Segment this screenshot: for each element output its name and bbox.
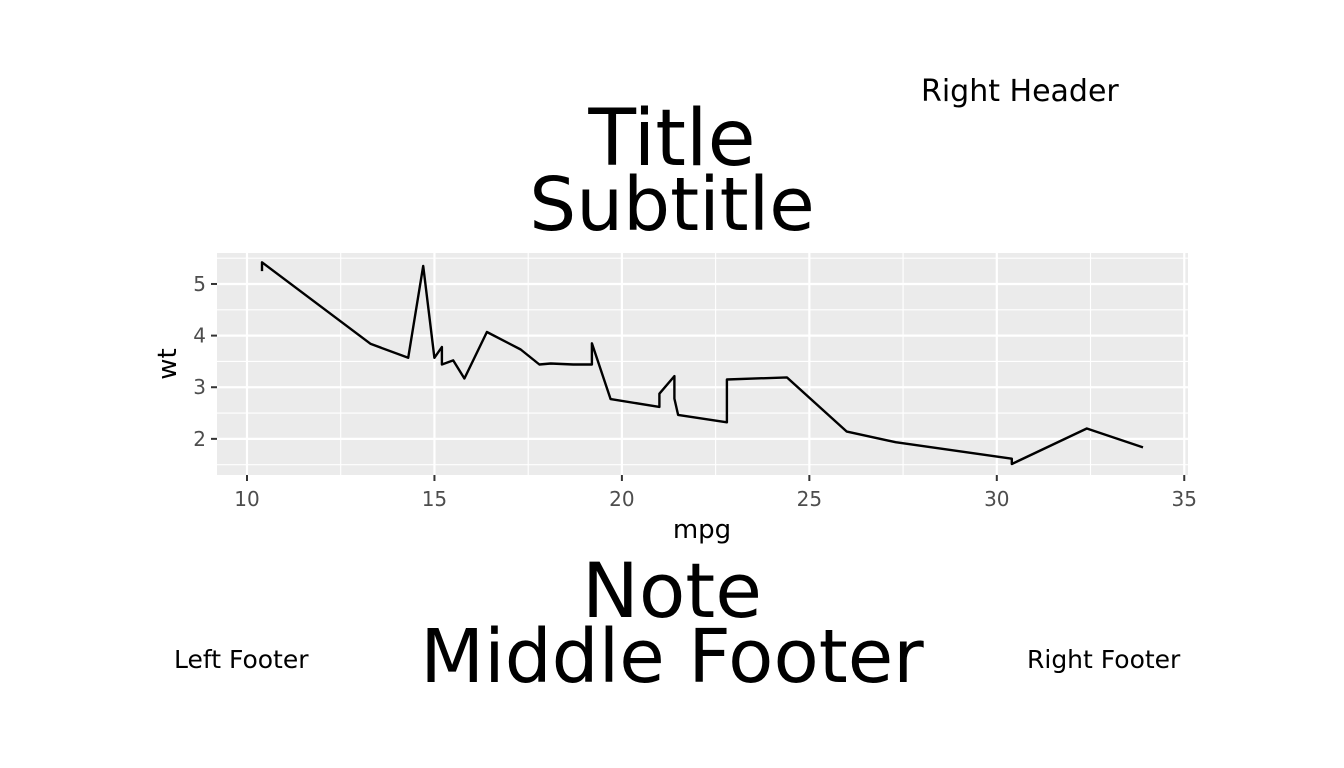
right-footer: Right Footer xyxy=(1027,645,1181,674)
right-header: Right Header xyxy=(921,74,1119,109)
x-axis-title: mpg xyxy=(673,515,731,545)
x-tick-label: 30 xyxy=(984,487,1009,511)
y-tick-label: 4 xyxy=(193,324,206,348)
minor-gridlines xyxy=(217,253,1188,475)
plot-panel xyxy=(217,253,1188,475)
note: Note xyxy=(582,546,762,635)
y-axis-ticks: 2 3 4 5 xyxy=(193,272,217,451)
chart-title: Title xyxy=(588,94,756,184)
y-axis-title: wt xyxy=(153,348,183,379)
y-tick-label: 3 xyxy=(193,375,206,399)
series-line xyxy=(260,261,1144,466)
y-tick-label: 2 xyxy=(193,427,206,451)
x-tick-label: 15 xyxy=(422,487,447,511)
x-tick-label: 20 xyxy=(609,487,634,511)
y-tick-label: 5 xyxy=(193,272,206,296)
middle-footer: Middle Footer xyxy=(420,614,924,700)
x-tick-label: 25 xyxy=(797,487,822,511)
x-axis-ticks: 10 15 20 25 30 35 xyxy=(234,475,1197,511)
left-footer: Left Footer xyxy=(174,645,309,674)
chart-subtitle: Subtitle xyxy=(529,162,815,248)
major-gridlines xyxy=(217,253,1188,475)
x-tick-label: 35 xyxy=(1172,487,1197,511)
x-tick-label: 10 xyxy=(234,487,259,511)
